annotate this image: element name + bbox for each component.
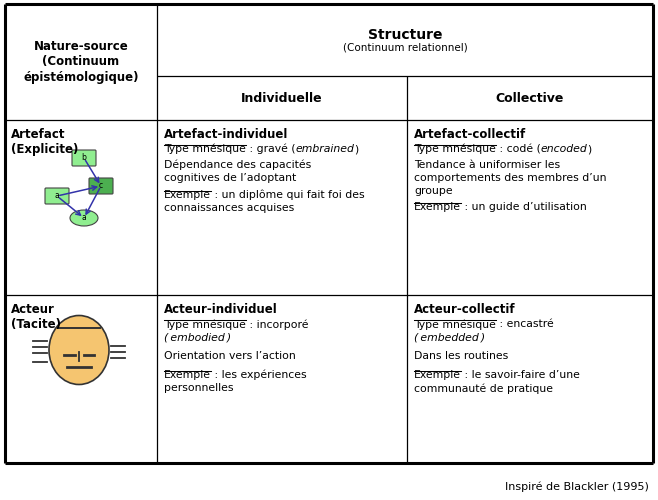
Text: personnelles: personnelles (164, 383, 234, 393)
Text: Type mnésique: Type mnésique (164, 144, 246, 154)
Text: Exemple: Exemple (164, 370, 211, 380)
Text: : un diplôme qui fait foi des: : un diplôme qui fait foi des (211, 190, 365, 200)
Text: connaissances acquises: connaissances acquises (164, 203, 294, 213)
Text: encoded: encoded (541, 144, 588, 154)
Text: a: a (82, 214, 86, 222)
FancyBboxPatch shape (72, 150, 96, 166)
Text: Acteur
(Tacite): Acteur (Tacite) (11, 303, 61, 331)
Text: Exemple: Exemple (414, 202, 461, 212)
FancyBboxPatch shape (89, 178, 113, 194)
Text: : gravé (: : gravé ( (246, 144, 295, 154)
Text: Inspiré de Blackler (1995): Inspiré de Blackler (1995) (505, 482, 649, 492)
Text: : incorporé: : incorporé (246, 319, 309, 330)
Text: Dépendance des capacités: Dépendance des capacités (164, 160, 311, 170)
Text: Nature-source
(Continuum
épistémologique): Nature-source (Continuum épistémologique… (23, 40, 139, 84)
Text: Acteur-individuel: Acteur-individuel (164, 303, 278, 316)
Text: : encastré: : encastré (496, 319, 553, 329)
Text: comportements des membres d’un: comportements des membres d’un (414, 173, 607, 183)
Text: Structure: Structure (368, 28, 442, 42)
Text: Artefact
(Explicite): Artefact (Explicite) (11, 128, 78, 156)
Text: : un guide d’utilisation: : un guide d’utilisation (461, 202, 587, 212)
Text: Type mnésique: Type mnésique (414, 144, 496, 154)
Text: groupe: groupe (414, 186, 453, 196)
Text: Dans les routines: Dans les routines (414, 351, 508, 361)
FancyBboxPatch shape (45, 188, 69, 204)
Text: communauté de pratique: communauté de pratique (414, 383, 553, 394)
Text: : codé (: : codé ( (496, 144, 541, 154)
Text: Collective: Collective (496, 92, 564, 104)
Ellipse shape (70, 210, 98, 226)
Text: : le savoir-faire d’une: : le savoir-faire d’une (461, 370, 580, 380)
Text: c: c (99, 182, 103, 190)
Text: b: b (82, 154, 86, 162)
Text: Individuelle: Individuelle (241, 92, 323, 104)
Text: ( embodied ): ( embodied ) (164, 332, 231, 342)
Text: Exemple: Exemple (414, 370, 461, 380)
Ellipse shape (49, 316, 109, 384)
Text: Artefact-collectif: Artefact-collectif (414, 128, 526, 141)
Text: cognitives de l’adoptant: cognitives de l’adoptant (164, 173, 296, 183)
Text: Artefact-individuel: Artefact-individuel (164, 128, 288, 141)
Text: ( embedded ): ( embedded ) (414, 332, 485, 342)
Text: ): ) (354, 144, 359, 154)
Text: Type mnésique: Type mnésique (414, 319, 496, 330)
Text: Type mnésique: Type mnésique (164, 319, 246, 330)
Text: Tendance à uniformiser les: Tendance à uniformiser les (414, 160, 560, 170)
Text: Orientation vers l’action: Orientation vers l’action (164, 351, 295, 361)
Text: a: a (55, 192, 59, 200)
Text: (Continuum relationnel): (Continuum relationnel) (343, 42, 467, 52)
Text: Exemple: Exemple (164, 190, 211, 200)
Text: Acteur-collectif: Acteur-collectif (414, 303, 516, 316)
Text: embrained: embrained (295, 144, 354, 154)
Text: ): ) (588, 144, 592, 154)
Text: : les expériences: : les expériences (211, 370, 307, 380)
